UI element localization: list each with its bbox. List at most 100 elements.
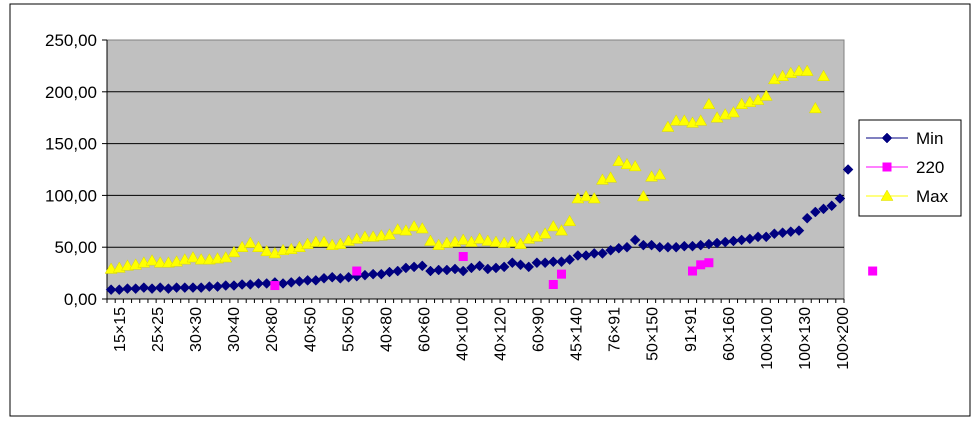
point-min xyxy=(531,257,543,269)
legend-marker xyxy=(880,189,894,201)
point-max xyxy=(702,97,716,109)
point-min xyxy=(457,265,469,277)
point-max xyxy=(489,235,503,247)
point-min xyxy=(818,203,829,215)
point-min xyxy=(359,269,371,281)
point-min xyxy=(588,248,600,259)
point-min xyxy=(187,282,199,293)
point-min xyxy=(343,271,354,283)
point-min xyxy=(547,256,559,268)
point-max xyxy=(153,256,167,268)
point-max xyxy=(505,235,519,247)
point-min xyxy=(809,206,821,218)
point-min xyxy=(236,279,248,290)
point-min xyxy=(760,231,772,243)
point-max xyxy=(710,111,724,123)
point-min xyxy=(662,241,674,253)
point-max xyxy=(628,159,642,172)
point-min xyxy=(335,272,346,284)
legend-marker xyxy=(882,162,892,172)
point-max xyxy=(579,189,593,202)
point-max xyxy=(243,236,257,248)
point-min xyxy=(285,277,297,288)
point-max xyxy=(546,219,560,232)
point-max xyxy=(612,154,626,166)
point-min xyxy=(400,262,412,274)
point-min xyxy=(179,282,191,293)
point-min xyxy=(638,239,649,251)
point-min xyxy=(482,263,494,275)
x-tick-label: 60×90 xyxy=(531,307,548,352)
point-min xyxy=(277,278,289,289)
point-min xyxy=(834,193,846,204)
point-max xyxy=(727,106,740,118)
point-min xyxy=(326,271,338,283)
x-tick-label: 25×25 xyxy=(150,307,167,352)
legend-label: 220 xyxy=(916,158,944,177)
point-max xyxy=(776,69,790,82)
point-max xyxy=(800,64,814,76)
point-max xyxy=(333,237,347,249)
point-max xyxy=(407,219,421,232)
point-220 xyxy=(868,266,878,276)
point-min xyxy=(449,263,461,275)
point-min xyxy=(777,227,788,239)
point-min xyxy=(801,212,813,224)
point-min xyxy=(171,282,182,293)
point-min xyxy=(523,261,535,273)
gridlines xyxy=(107,91,844,248)
series-220 xyxy=(270,252,878,291)
point-min xyxy=(130,283,142,294)
point-min xyxy=(515,259,526,271)
point-min xyxy=(654,241,666,253)
x-tick-label: 91×91 xyxy=(683,307,700,352)
point-max xyxy=(415,222,429,234)
point-max xyxy=(661,120,675,132)
point-min xyxy=(826,200,838,212)
point-min xyxy=(416,260,428,272)
point-min xyxy=(302,274,313,286)
point-min xyxy=(154,282,166,293)
point-min xyxy=(736,234,747,246)
point-min xyxy=(597,248,608,259)
point-max xyxy=(456,233,470,245)
series-max xyxy=(104,64,830,274)
point-max xyxy=(620,157,634,170)
point-min xyxy=(646,239,657,251)
point-min xyxy=(384,266,395,278)
x-tick-label: 100×100 xyxy=(759,307,776,370)
point-min xyxy=(204,281,215,292)
x-tick-label: 40×100 xyxy=(454,307,471,361)
point-min xyxy=(703,238,715,250)
point-min xyxy=(785,226,797,238)
point-min xyxy=(433,264,445,276)
point-220 xyxy=(556,269,566,279)
point-max xyxy=(260,244,274,257)
point-max xyxy=(358,230,372,242)
x-tick-label: 20×80 xyxy=(264,307,281,352)
point-max xyxy=(268,246,282,259)
point-max xyxy=(293,240,306,252)
point-max xyxy=(424,234,437,246)
point-220 xyxy=(704,258,714,268)
point-min xyxy=(474,260,485,272)
point-max xyxy=(186,251,200,263)
point-min xyxy=(212,281,223,292)
point-max xyxy=(464,235,478,247)
x-tick-label: 50×150 xyxy=(645,307,662,361)
x-tick-label: 76×91 xyxy=(607,307,624,352)
point-max xyxy=(817,69,830,82)
point-max xyxy=(636,189,650,202)
point-max xyxy=(317,235,331,247)
point-max xyxy=(473,232,487,244)
point-max xyxy=(653,168,667,180)
point-220 xyxy=(548,279,558,289)
point-max xyxy=(194,253,208,265)
point-min xyxy=(670,241,682,253)
point-min xyxy=(506,257,518,269)
point-max xyxy=(677,114,691,126)
point-max xyxy=(767,72,781,85)
x-tick-label: 30×30 xyxy=(188,307,205,352)
point-min xyxy=(228,280,240,291)
